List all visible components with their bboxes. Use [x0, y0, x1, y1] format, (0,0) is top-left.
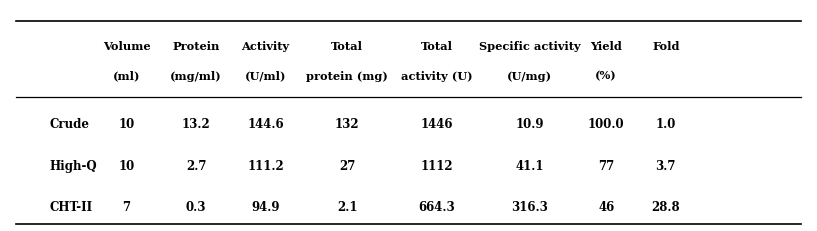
- Text: 28.8: 28.8: [651, 201, 681, 214]
- Text: 664.3: 664.3: [419, 201, 455, 214]
- Text: 111.2: 111.2: [248, 160, 283, 173]
- Text: activity (U): activity (U): [401, 71, 473, 82]
- Text: (U/mg): (U/mg): [507, 71, 552, 82]
- Text: 1112: 1112: [421, 160, 453, 173]
- Text: Fold: Fold: [652, 41, 680, 52]
- Text: 0.3: 0.3: [185, 201, 207, 214]
- Text: Yield: Yield: [590, 41, 623, 52]
- Text: 77: 77: [598, 160, 614, 173]
- Text: (U/ml): (U/ml): [245, 71, 286, 82]
- Text: (%): (%): [596, 71, 617, 82]
- Text: CHT-II: CHT-II: [49, 201, 92, 214]
- Text: protein (mg): protein (mg): [306, 71, 388, 82]
- Text: Volume: Volume: [103, 41, 150, 52]
- Text: Protein: Protein: [172, 41, 220, 52]
- Text: 100.0: 100.0: [588, 118, 624, 131]
- Text: 2.1: 2.1: [337, 201, 358, 214]
- Text: 46: 46: [598, 201, 614, 214]
- Text: 27: 27: [339, 160, 355, 173]
- Text: Total: Total: [331, 41, 364, 52]
- Text: 1.0: 1.0: [656, 118, 676, 131]
- Text: 1446: 1446: [421, 118, 453, 131]
- Text: Crude: Crude: [49, 118, 89, 131]
- Text: Total: Total: [421, 41, 453, 52]
- Text: High-Q: High-Q: [49, 160, 96, 173]
- Text: Activity: Activity: [242, 41, 289, 52]
- Text: Specific activity: Specific activity: [479, 41, 580, 52]
- Text: 41.1: 41.1: [516, 160, 543, 173]
- Text: 316.3: 316.3: [511, 201, 548, 214]
- Text: 132: 132: [335, 118, 359, 131]
- Text: 144.6: 144.6: [248, 118, 283, 131]
- Text: 94.9: 94.9: [252, 201, 279, 214]
- Text: 10: 10: [118, 118, 135, 131]
- Text: (ml): (ml): [113, 71, 141, 82]
- Text: 7: 7: [123, 201, 131, 214]
- Text: (mg/ml): (mg/ml): [170, 71, 222, 82]
- Text: 3.7: 3.7: [655, 160, 676, 173]
- Text: 13.2: 13.2: [181, 118, 211, 131]
- Text: 10.9: 10.9: [516, 118, 543, 131]
- Text: 10: 10: [118, 160, 135, 173]
- Text: 2.7: 2.7: [185, 160, 207, 173]
